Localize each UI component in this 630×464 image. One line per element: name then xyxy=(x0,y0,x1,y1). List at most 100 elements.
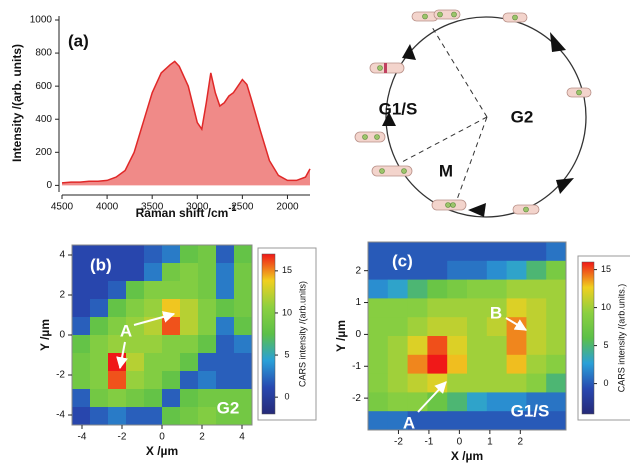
heatmap-cell xyxy=(162,407,181,426)
heatmap-cell xyxy=(108,299,127,318)
colorbar-title: CARS intensity /(arb.units) xyxy=(297,281,307,387)
heatmap-cell xyxy=(387,392,408,412)
heatmap-cell xyxy=(467,298,488,318)
heatmap-cell xyxy=(407,373,428,393)
heatmap-cell xyxy=(407,317,428,337)
y-tick-label: -2 xyxy=(352,393,361,404)
heatmap-cell xyxy=(162,371,181,390)
heatmap-cell xyxy=(427,242,448,262)
heatmap-cell xyxy=(90,353,109,372)
heatmap-cell xyxy=(467,242,488,262)
colorbar-tick-label: 10 xyxy=(601,302,611,312)
heatmap-cell xyxy=(387,354,408,374)
heatmap-cell xyxy=(90,389,109,408)
x-tick-label: -2 xyxy=(118,432,127,443)
heatmap-cell xyxy=(216,407,235,426)
heatmap-cell xyxy=(546,279,567,299)
x-tick-label: 4000 xyxy=(96,202,119,213)
x-tick-label: -2 xyxy=(394,437,403,448)
annotation: A xyxy=(120,321,132,340)
heatmap-cell xyxy=(427,260,448,280)
y-tick-label: 200 xyxy=(35,147,52,158)
x-tick-label: 2000 xyxy=(276,202,299,213)
heatmap-cell xyxy=(72,353,91,372)
x-tick-label: 0 xyxy=(457,437,463,448)
heatmap-cell xyxy=(546,392,567,412)
heatmap-cell xyxy=(198,263,217,282)
x-tick-label: 2 xyxy=(199,432,205,443)
heatmap-cell xyxy=(108,281,127,300)
heatmap-cell xyxy=(427,336,448,356)
heatmap-cell xyxy=(526,279,547,299)
heatmap-cell xyxy=(407,336,428,356)
x-tick-label: 2 xyxy=(518,437,524,448)
x-tick-label: 2500 xyxy=(231,202,254,213)
y-tick-label: 2 xyxy=(59,290,65,301)
x-axis-title-text: Raman shift /cm xyxy=(136,206,229,220)
heatmap-cell xyxy=(234,245,253,264)
heatmap-cell xyxy=(486,411,507,431)
heatmap-cell xyxy=(467,279,488,299)
heatmap-cell xyxy=(486,242,507,262)
y-tick-label: -4 xyxy=(56,410,65,421)
panel-label: (b) xyxy=(90,255,112,274)
heatmap-cell xyxy=(486,392,507,412)
heatmap-cell xyxy=(162,281,181,300)
heatmap-cell xyxy=(234,335,253,354)
heatmap-cell xyxy=(108,371,127,390)
heatmap-cell xyxy=(447,298,468,318)
heatmap-cell xyxy=(407,411,428,431)
heatmap-cell xyxy=(216,317,235,336)
colorbar-tick-label: 15 xyxy=(282,265,292,275)
plot-frame xyxy=(367,241,567,431)
heatmap-cell xyxy=(180,353,199,372)
heatmap-cell xyxy=(144,245,163,264)
heatmap-cell xyxy=(216,353,235,372)
heatmap-cell xyxy=(108,263,127,282)
heatmap-cell xyxy=(447,373,468,393)
heatmap-cell xyxy=(447,242,468,262)
y-tick-label: 4 xyxy=(59,250,65,261)
heatmap-cell xyxy=(486,354,507,374)
heatmap-cell xyxy=(447,317,468,337)
heatmap-cell xyxy=(180,317,199,336)
heatmap-cell xyxy=(162,263,181,282)
heatmap-cell xyxy=(546,373,567,393)
heatmap-cell xyxy=(546,260,567,280)
y-tick-label: 1 xyxy=(355,297,361,308)
colorbar-tick-label: 5 xyxy=(603,340,608,350)
heatmap-cell xyxy=(72,263,91,282)
heatmap-cell xyxy=(72,335,91,354)
y-tick-label: 2 xyxy=(355,265,361,276)
heatmap-cell xyxy=(90,245,109,264)
heatmap-cell xyxy=(467,354,488,374)
heatmap-cell xyxy=(234,407,253,426)
heatmap-cell xyxy=(467,373,488,393)
heatmap-cell xyxy=(180,263,199,282)
heatmap-cell xyxy=(427,392,448,412)
heatmap-cell xyxy=(407,354,428,374)
heatmap-cell xyxy=(387,260,408,280)
heatmap-cell xyxy=(447,279,468,299)
heatmap-cell xyxy=(72,281,91,300)
heatmap-cell xyxy=(467,392,488,412)
heatmap-cell xyxy=(447,354,468,374)
heatmap-cell xyxy=(368,317,389,337)
heatmap-cell xyxy=(486,260,507,280)
heatmap-cell xyxy=(387,242,408,262)
heatmap-cell xyxy=(407,392,428,412)
x-tick-label: 1 xyxy=(487,437,493,448)
heatmap-cell xyxy=(198,317,217,336)
heatmap-cell xyxy=(486,298,507,318)
heatmap-cell xyxy=(234,263,253,282)
heatmap-cell xyxy=(144,407,163,426)
heatmap-cell xyxy=(198,389,217,408)
heatmap-cell xyxy=(407,279,428,299)
phase-label: G2 xyxy=(511,107,534,126)
annotation: A xyxy=(403,413,415,432)
heatmap-cell xyxy=(526,373,547,393)
heatmap-cell xyxy=(126,299,145,318)
heatmap-cell xyxy=(162,353,181,372)
y-tick-label: 1000 xyxy=(30,15,53,26)
heatmap-cell xyxy=(180,371,199,390)
